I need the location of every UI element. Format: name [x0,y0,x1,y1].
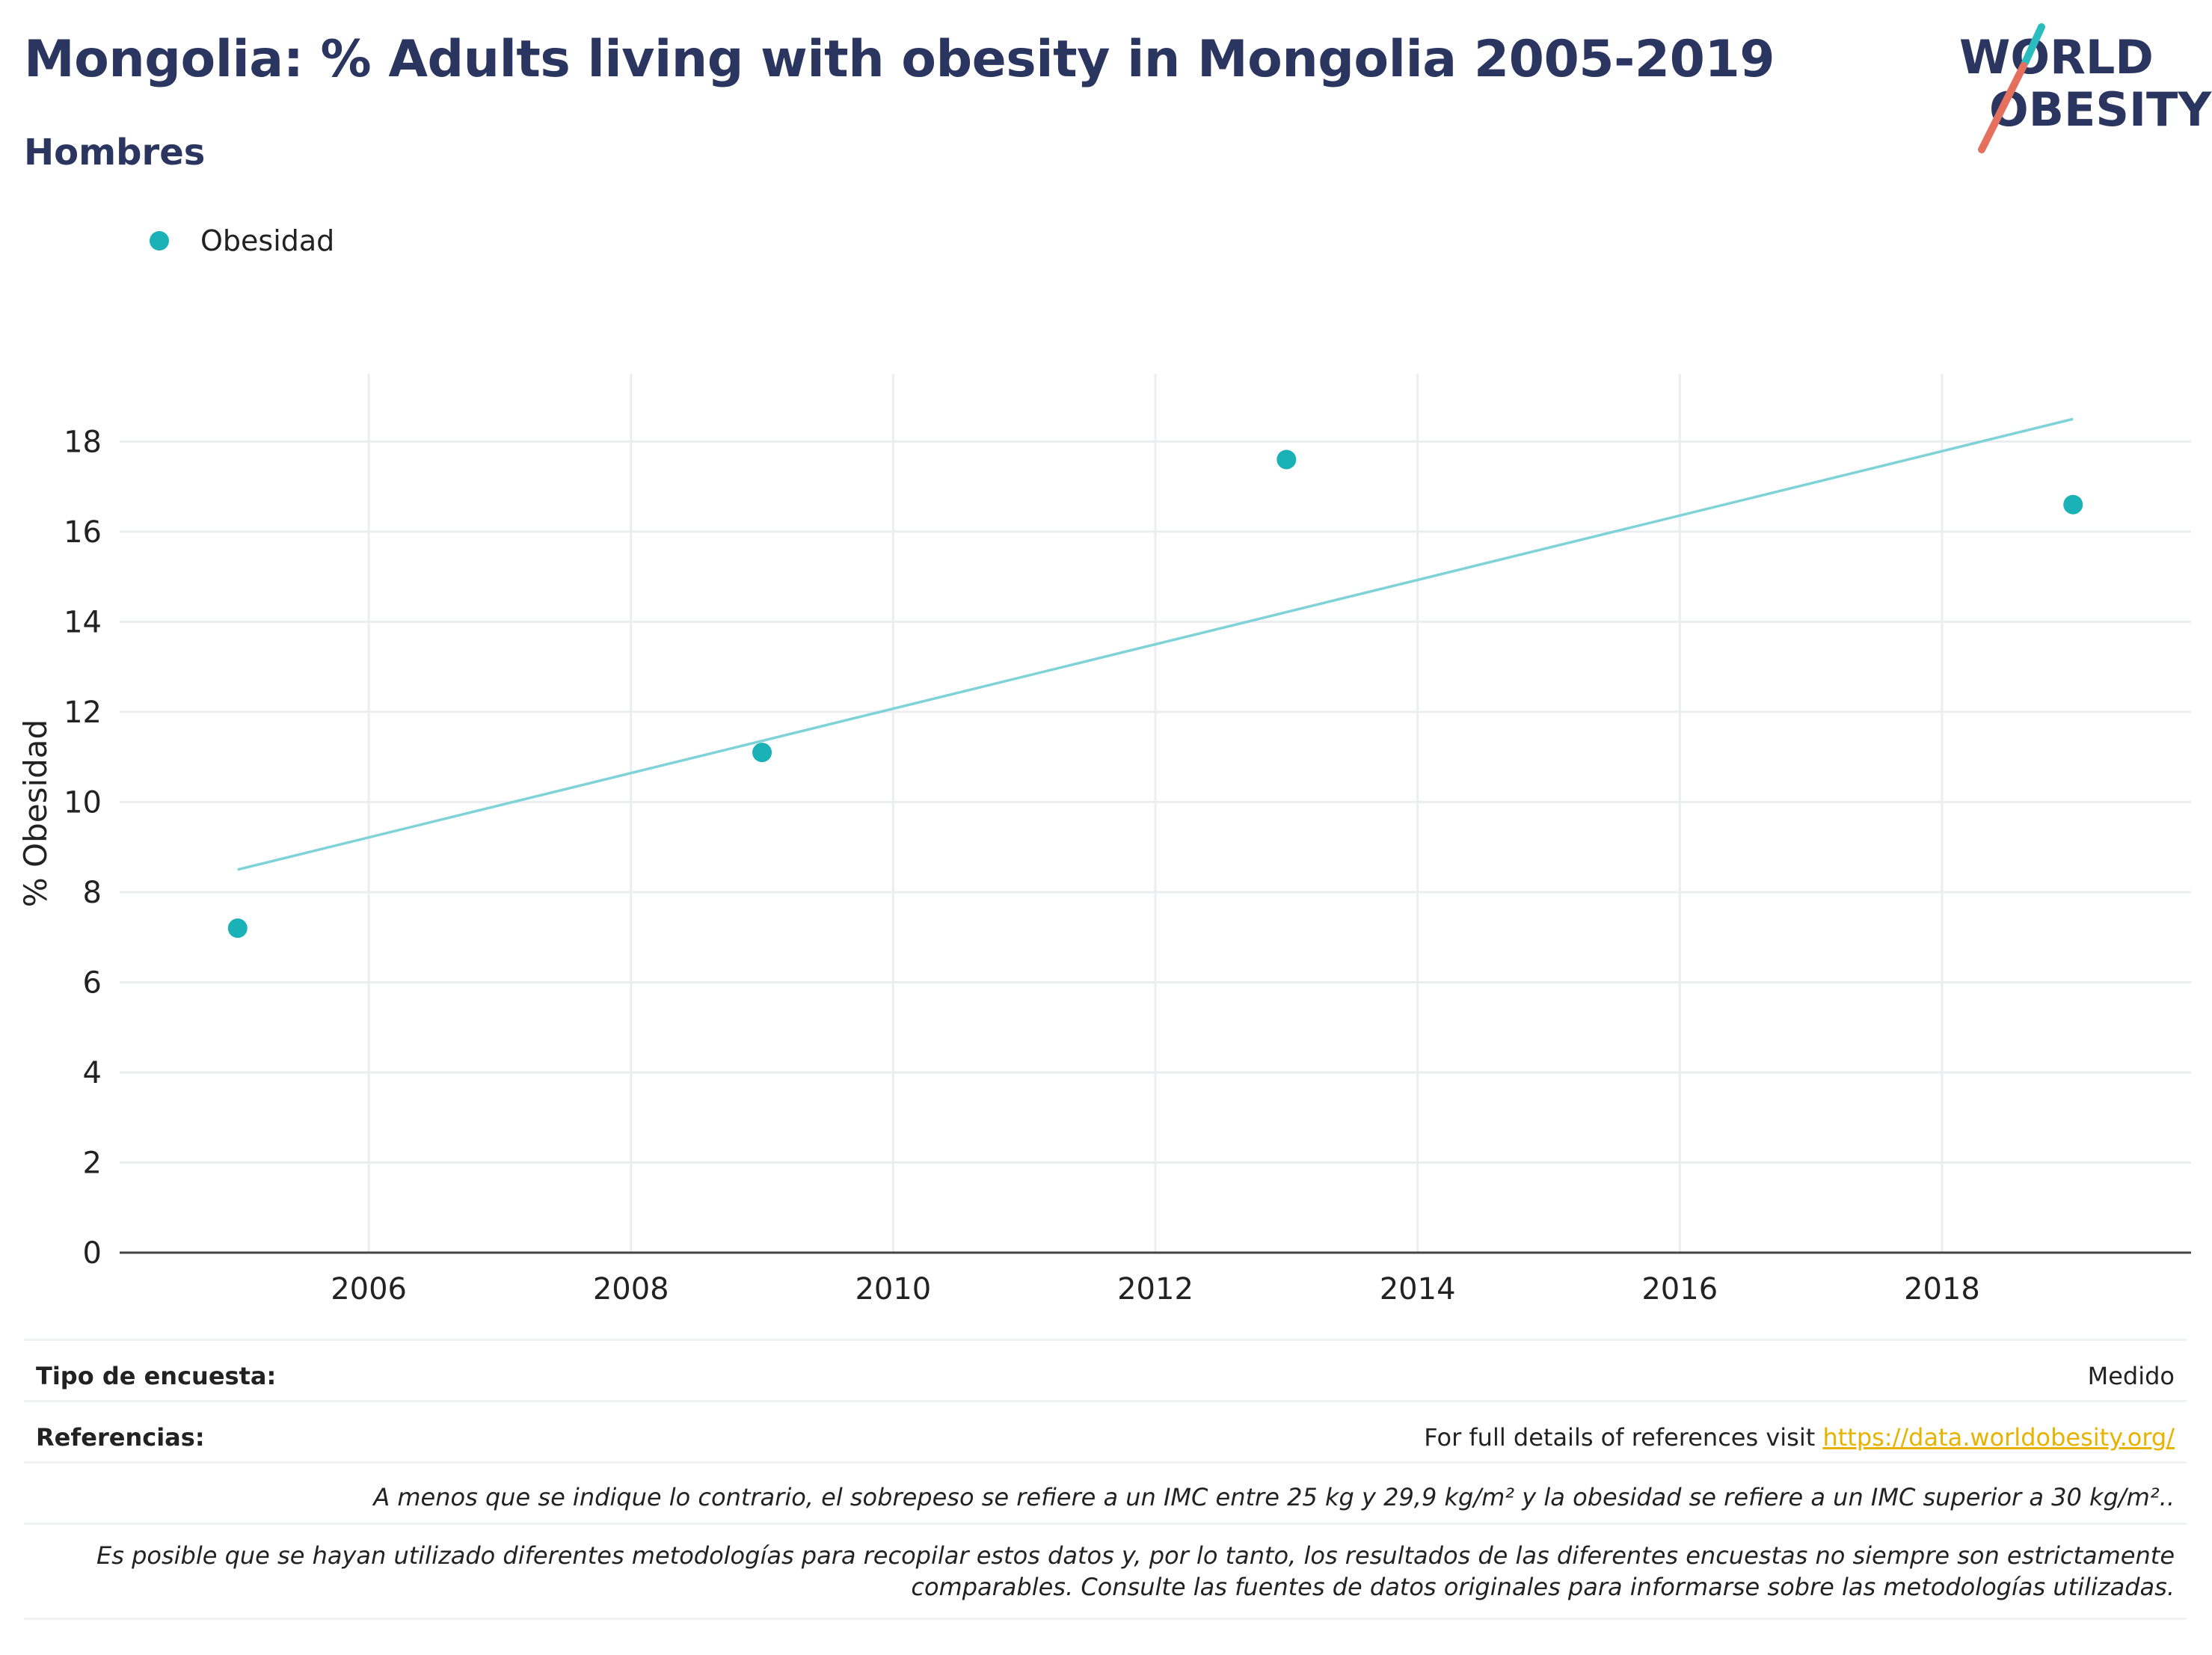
world-obesity-logo: WORLD OBESITY [1959,23,2212,153]
scatter-chart: 2006 2008 2010 2012 2014 2016 2018 0 2 4 6 8 10 12 14 1… [17,374,2191,1307]
y-tick-label: 12 [64,696,102,730]
references-row: Referencias: For full details of referen… [24,1400,2187,1464]
references-text: For full details of references visit [1424,1423,1823,1452]
data-point [752,743,772,763]
logo-line2: OBESITY [1989,82,2212,137]
legend: Obesidad [150,224,334,257]
page-subtitle: Hombres [24,132,206,174]
survey-type-row: Tipo de encuesta: Medido [24,1339,2187,1402]
x-tick-label: 2012 [1117,1272,1193,1307]
references-value: For full details of references visit htt… [1424,1423,2175,1452]
note-row-2: Es posible que se hayan utilizado difere… [24,1523,2187,1620]
x-tick-label: 2008 [593,1272,669,1307]
x-tick-label: 2010 [855,1272,931,1307]
y-axis-label: % Obesidad [17,719,54,907]
y-tick-label: 0 [83,1236,102,1271]
survey-type-label: Tipo de encuesta: [36,1362,277,1390]
survey-type-value: Medido [2087,1362,2175,1390]
legend-marker [150,231,169,251]
y-tick-label: 4 [83,1056,102,1090]
x-tick-label: 2014 [1380,1272,1456,1307]
data-point [1276,449,1297,470]
y-tick-label: 16 [64,515,102,550]
note-bmi: A menos que se indique lo contrario, el … [373,1483,2175,1511]
y-tick-label: 8 [83,876,102,910]
x-tick-label: 2018 [1904,1272,1980,1307]
logo-line1: WORLD [1959,30,2154,85]
trend-line [237,417,2074,871]
data-point [227,918,248,939]
x-tick-label: 2016 [1641,1272,1718,1307]
references-link[interactable]: https://data.worldobesity.org/ [1822,1423,2175,1452]
y-tick-label: 10 [64,785,102,820]
y-tick-label: 14 [64,605,102,639]
legend-label: Obesidad [200,224,335,257]
x-tick-label: 2006 [331,1272,407,1307]
page-title: Mongolia: % Adults living with obesity i… [24,30,1775,89]
y-tick-label: 2 [83,1146,102,1180]
y-tick-label: 18 [64,425,102,459]
note-row-1: A menos que se indique lo contrario, el … [24,1461,2187,1525]
y-tick-label: 6 [83,965,102,1000]
references-label: Referencias: [36,1423,205,1452]
note-methodology: Es posible que se hayan utilizado difere… [96,1541,2175,1601]
data-point [2063,494,2083,515]
